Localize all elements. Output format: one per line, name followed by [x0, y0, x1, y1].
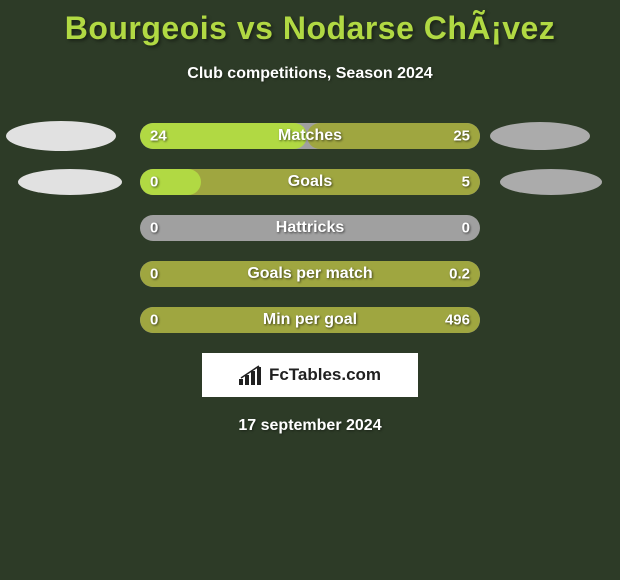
right-value: 0.2 — [449, 266, 470, 283]
left-value: 24 — [150, 128, 167, 145]
right-value: 25 — [453, 128, 470, 145]
left-player-ellipse — [6, 121, 116, 151]
left-value: 0 — [150, 220, 158, 237]
right-value: 5 — [462, 174, 470, 191]
metric-label: Hattricks — [276, 219, 344, 237]
comparison-infographic: Bourgeois vs Nodarse ChÃ¡vez Club compet… — [0, 0, 620, 580]
right-value: 0 — [462, 220, 470, 237]
right-value: 496 — [445, 312, 470, 329]
logo-box: FcTables.com — [202, 353, 418, 397]
left-value: 0 — [150, 266, 158, 283]
subtitle: Club competitions, Season 2024 — [0, 65, 620, 83]
right-player-ellipse — [490, 122, 590, 150]
metric-row: 0 Goals 5 — [0, 169, 620, 195]
left-value: 0 — [150, 174, 158, 191]
metric-label: Goals — [288, 173, 332, 191]
metric-label: Matches — [278, 127, 342, 145]
bars-icon — [239, 365, 263, 385]
left-player-ellipse — [18, 169, 122, 195]
metric-label: Min per goal — [263, 311, 357, 329]
logo-text: FcTables.com — [269, 365, 381, 385]
metric-row: 0 Min per goal 496 — [0, 307, 620, 333]
right-player-ellipse — [500, 169, 602, 195]
page-title: Bourgeois vs Nodarse ChÃ¡vez — [0, 0, 620, 47]
date-line: 17 september 2024 — [0, 417, 620, 435]
metric-label: Goals per match — [247, 265, 372, 283]
metric-row: 24 Matches 25 — [0, 123, 620, 149]
metric-row: 0 Hattricks 0 — [0, 215, 620, 241]
bars-area: 24 Matches 25 0 Goals 5 0 Hattricks — [0, 123, 620, 333]
metric-row: 0 Goals per match 0.2 — [0, 261, 620, 287]
left-value: 0 — [150, 312, 158, 329]
